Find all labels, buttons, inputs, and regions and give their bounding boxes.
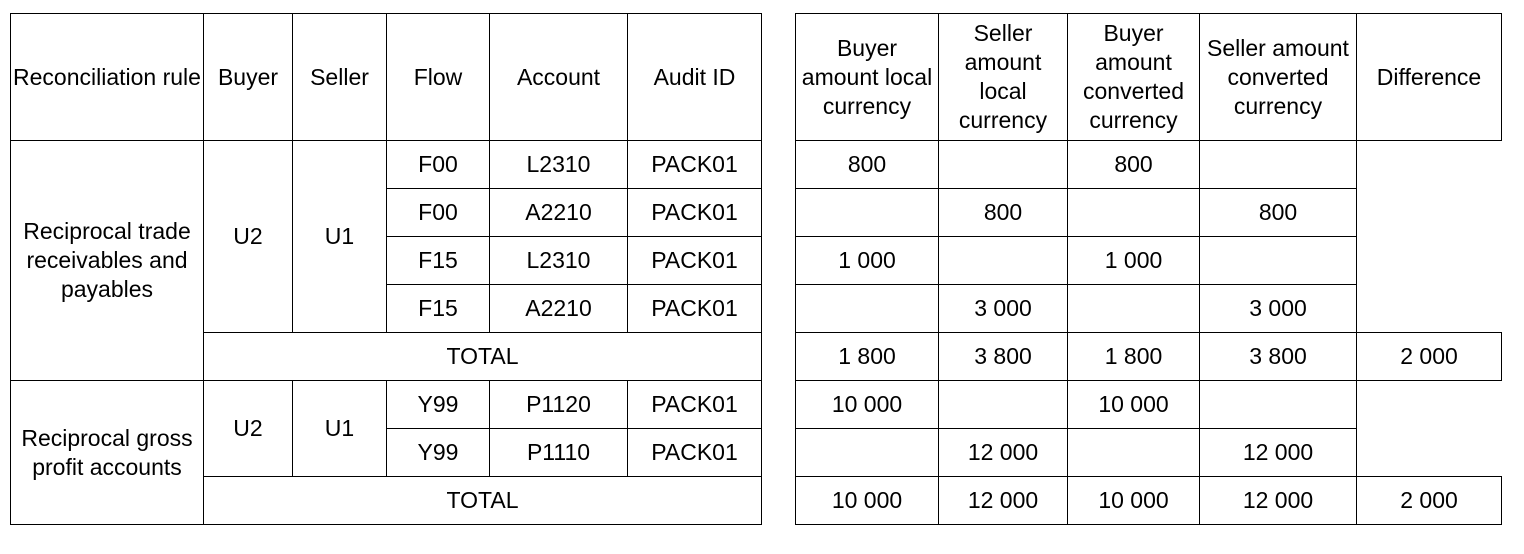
account-cell: P1110 — [489, 428, 628, 477]
total-seller-local: 12 000 — [938, 476, 1068, 525]
total-buyer-converted: 1 800 — [1067, 332, 1200, 381]
buyer-local-cell — [795, 284, 939, 333]
table-row: 3 000 3 000 — [795, 284, 1502, 333]
seller-local-cell — [938, 380, 1068, 429]
table-row: Reciprocal trade receivables and payable… — [10, 140, 762, 381]
account-cell: A2210 — [489, 284, 628, 333]
total-difference: 2 000 — [1356, 476, 1502, 525]
total-seller-local: 3 800 — [938, 332, 1068, 381]
flow-cell: Y99 — [386, 380, 490, 429]
buyer-local-cell: 800 — [795, 140, 939, 189]
header-seller-local: Seller amount local currency — [938, 13, 1068, 141]
buyer-local-cell: 10 000 — [795, 380, 939, 429]
buyer-local-cell — [795, 188, 939, 237]
seller-local-cell — [938, 140, 1068, 189]
table-row: Reciprocal gross profit accounts U2 U1 Y… — [10, 380, 762, 525]
seller-local-cell: 12 000 — [938, 428, 1068, 477]
seller-converted-cell: 12 000 — [1199, 428, 1357, 477]
header-difference: Difference — [1356, 13, 1502, 141]
total-seller-converted: 3 800 — [1199, 332, 1357, 381]
audit-id-cell: PACK01 — [627, 140, 762, 189]
header-audit-id: Audit ID — [627, 13, 762, 141]
buyer-converted-cell — [1067, 428, 1200, 477]
flow-cell: F15 — [386, 284, 490, 333]
audit-id-cell: PACK01 — [627, 236, 762, 285]
rule-cell: Reciprocal gross profit accounts — [10, 380, 204, 525]
header-reconciliation-rule: Reconciliation rule — [10, 13, 204, 141]
header-account: Account — [489, 13, 628, 141]
seller-local-cell — [938, 236, 1068, 285]
header-seller: Seller — [292, 13, 387, 141]
buyer-cell: U2 — [203, 380, 293, 477]
reconciliation-rules-table: Reconciliation rule Buyer Seller Flow Ac… — [10, 13, 762, 525]
buyer-converted-cell — [1067, 188, 1200, 237]
total-row: TOTAL — [11, 332, 762, 381]
buyer-cell: U2 — [203, 140, 293, 333]
header-seller-converted: Seller amount converted currency — [1199, 13, 1357, 141]
buyer-local-cell: 1 000 — [795, 236, 939, 285]
header-buyer: Buyer — [203, 13, 293, 141]
total-buyer-local: 10 000 — [795, 476, 939, 525]
total-buyer-converted: 10 000 — [1067, 476, 1200, 525]
table-row: F00 A2210 PACK01 — [11, 188, 762, 237]
amounts-table: Buyer amount local currency Seller amoun… — [795, 13, 1502, 525]
account-cell: L2310 — [489, 140, 628, 189]
difference-empty-cell — [1356, 140, 1502, 333]
buyer-converted-cell: 10 000 — [1067, 380, 1200, 429]
audit-id-cell: PACK01 — [627, 284, 762, 333]
seller-converted-cell — [1199, 380, 1357, 429]
buyer-converted-cell: 1 000 — [1067, 236, 1200, 285]
header-flow: Flow — [386, 13, 490, 141]
total-label: TOTAL — [203, 476, 762, 525]
header-buyer-converted: Buyer amount converted currency — [1067, 13, 1200, 141]
buyer-converted-cell: 800 — [1067, 140, 1200, 189]
seller-converted-cell — [1199, 140, 1357, 189]
seller-converted-cell — [1199, 236, 1357, 285]
header-row: Reconciliation rule Buyer Seller Flow Ac… — [10, 13, 762, 141]
flow-cell: F15 — [386, 236, 490, 285]
header-buyer-local: Buyer amount local currency — [795, 13, 939, 141]
table-row: Y99 P1110 PACK01 — [11, 428, 762, 477]
total-label: TOTAL — [203, 332, 762, 381]
total-row: 10 000 12 000 10 000 12 000 2 000 — [795, 476, 1502, 525]
flow-cell: Y99 — [386, 428, 490, 477]
table-row: 10 000 10 000 — [795, 380, 1502, 477]
seller-cell: U1 — [292, 140, 387, 333]
table-row: 1 000 1 000 — [795, 236, 1502, 285]
total-row: TOTAL — [11, 476, 762, 525]
audit-id-cell: PACK01 — [627, 188, 762, 237]
seller-local-cell: 800 — [938, 188, 1068, 237]
account-cell: L2310 — [489, 236, 628, 285]
flow-cell: F00 — [386, 188, 490, 237]
audit-id-cell: PACK01 — [627, 428, 762, 477]
total-row: 1 800 3 800 1 800 3 800 2 000 — [795, 332, 1502, 381]
audit-id-cell: PACK01 — [627, 380, 762, 429]
seller-cell: U1 — [292, 380, 387, 477]
total-buyer-local: 1 800 — [795, 332, 939, 381]
total-difference: 2 000 — [1356, 332, 1502, 381]
total-seller-converted: 12 000 — [1199, 476, 1357, 525]
difference-empty-cell — [1356, 380, 1502, 477]
table-row: 800 800 — [795, 140, 1502, 333]
seller-converted-cell: 800 — [1199, 188, 1357, 237]
account-cell: A2210 — [489, 188, 628, 237]
buyer-local-cell — [795, 428, 939, 477]
seller-converted-cell: 3 000 — [1199, 284, 1357, 333]
rule-cell: Reciprocal trade receivables and payable… — [10, 140, 204, 381]
header-row: Buyer amount local currency Seller amoun… — [795, 13, 1502, 141]
account-cell: P1120 — [489, 380, 628, 429]
seller-local-cell: 3 000 — [938, 284, 1068, 333]
buyer-converted-cell — [1067, 284, 1200, 333]
flow-cell: F00 — [386, 140, 490, 189]
